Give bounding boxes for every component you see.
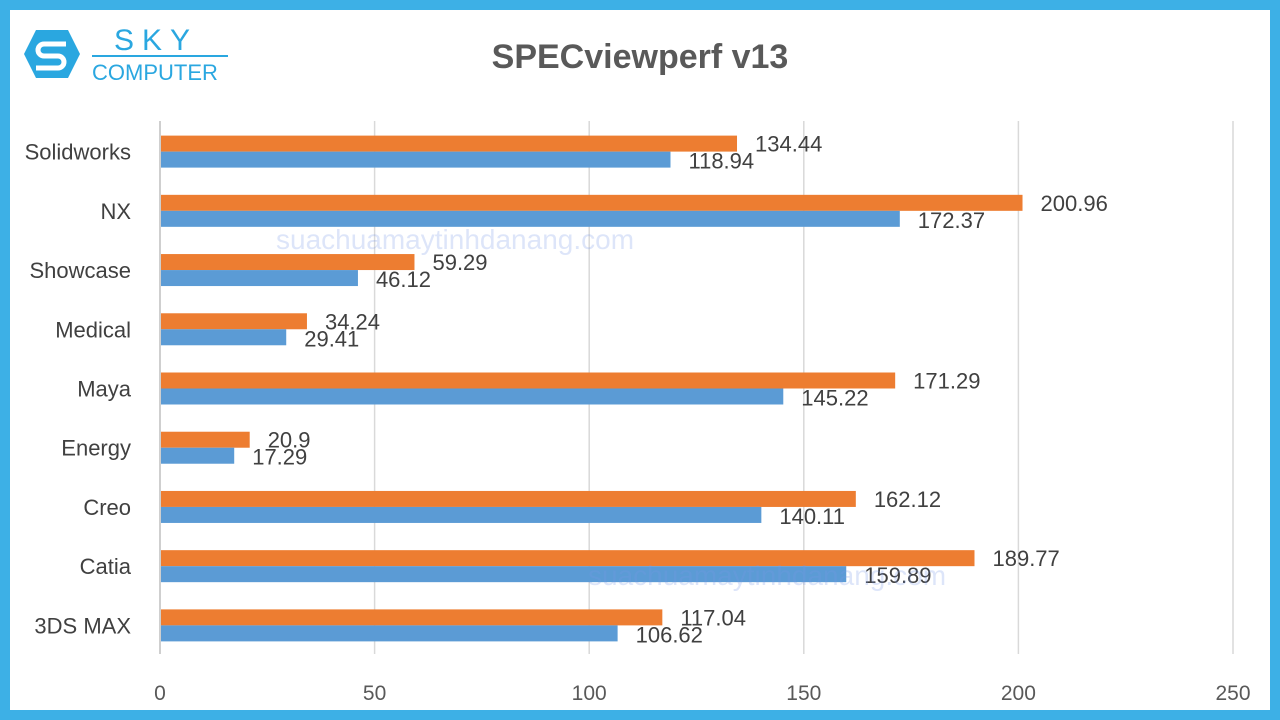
chart-title: SPECviewperf v13 (491, 38, 789, 76)
chart-frame (10, 10, 1270, 710)
data-label: 145.22 (801, 386, 868, 411)
data-label: 29.41 (304, 326, 359, 351)
category-label: Solidworks (25, 140, 131, 165)
bar (161, 506, 762, 523)
category-label: Medical (55, 317, 131, 342)
data-label: 162.12 (874, 487, 941, 512)
data-label: 189.77 (992, 546, 1059, 571)
data-label: 117.04 (680, 605, 746, 630)
sky-computer-logo: SKY COMPUTER (24, 24, 228, 85)
data-label: 118.94 (688, 149, 754, 174)
x-tick-label: 250 (1215, 682, 1250, 705)
category-label: 3DS MAX (34, 613, 131, 638)
data-label: 20.9 (268, 428, 311, 453)
data-label: 140.11 (779, 504, 845, 529)
category-label: Energy (61, 436, 131, 461)
x-tick-label: 0 (154, 682, 166, 705)
data-label: 17.29 (252, 445, 307, 470)
bar (161, 254, 415, 271)
bar (161, 431, 250, 448)
bar (161, 566, 847, 583)
data-label: 200.96 (1041, 191, 1108, 216)
category-label: NX (100, 199, 131, 224)
bar (161, 270, 358, 287)
x-tick-label: 150 (786, 682, 821, 705)
data-label: 34.24 (325, 309, 380, 334)
data-label: 172.37 (918, 208, 985, 233)
category-label: Catia (80, 554, 132, 579)
bar (161, 135, 738, 152)
data-label: 159.89 (864, 563, 931, 588)
logo-computer: COMPUTER (92, 60, 218, 85)
watermark: suachuamaytinhdanang.com (588, 560, 947, 591)
bar (161, 447, 235, 464)
category-label: Showcase (29, 258, 131, 283)
data-label: 106.62 (636, 622, 703, 647)
bar (161, 388, 784, 405)
bar (161, 490, 856, 507)
bar (161, 194, 1023, 211)
bar (161, 550, 975, 567)
watermark: suachuamaytinhdanang.com (276, 224, 635, 255)
data-label: 46.12 (376, 267, 431, 292)
bar (161, 625, 618, 642)
x-tick-label: 50 (363, 682, 386, 705)
data-label: 59.29 (432, 250, 487, 275)
bar (161, 313, 307, 330)
bar (161, 210, 900, 227)
bar (161, 151, 671, 168)
data-label: 171.29 (913, 369, 980, 394)
bar (161, 372, 896, 389)
category-label: Creo (83, 495, 131, 520)
logo-sky: SKY (114, 24, 198, 57)
x-tick-label: 200 (1001, 682, 1036, 705)
bar (161, 329, 287, 346)
category-label: Maya (77, 377, 132, 402)
data-label: 134.44 (755, 132, 822, 157)
bar (161, 609, 663, 626)
x-tick-label: 100 (572, 682, 607, 705)
